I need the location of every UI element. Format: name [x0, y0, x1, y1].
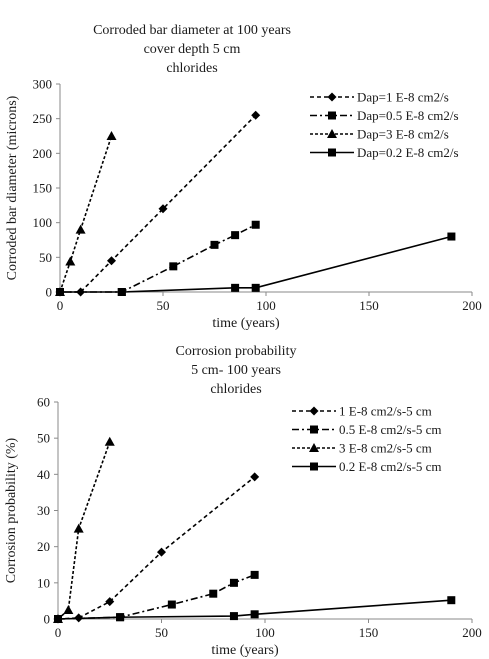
chart-2-y-axis-title: Corrosion probability (%) — [4, 437, 19, 583]
chart-1-title-line-1: Corroded bar diameter at 100 years — [93, 23, 291, 38]
chart-1-series-2-point — [251, 220, 260, 229]
chart-1-legend-marker-3 — [327, 129, 337, 138]
chart-1-series-3-line — [59, 135, 113, 293]
chart-1-series-4-point — [56, 288, 64, 296]
chart-1-y-tick-label: 50 — [39, 250, 52, 265]
chart-2-x-axis-title: time (years) — [211, 643, 279, 658]
chart-2-legend-label-2: 0.5 E-8 cm2/s-5 cm — [339, 422, 442, 437]
chart-2-series-3-point — [73, 523, 84, 533]
chart-1-x-tick-label: 50 — [157, 298, 170, 313]
chart-2-series-2-point — [209, 589, 218, 598]
chart-2-legend-marker-3 — [309, 443, 319, 452]
chart-1-title-line-2: cover depth 5 cm — [144, 42, 241, 57]
chart-1-series-2-point — [169, 262, 178, 271]
chart-1-legend-label-1: Dap=1 E-8 cm2/s — [357, 90, 449, 105]
chart-1: Corroded bar diameter at 100 years cover … — [5, 23, 482, 331]
chart-1-legend-marker-1 — [327, 92, 337, 102]
chart-1-y-tick-label: 250 — [33, 111, 53, 126]
chart-2-y-tick-label: 40 — [37, 467, 50, 482]
chart-1-series-3-point — [65, 256, 76, 266]
chart-2-series-2-point — [250, 570, 259, 579]
chart-1-x-tick-label: 0 — [57, 298, 64, 313]
chart-2-series-4-point — [250, 610, 259, 619]
chart-2-series-4-point — [116, 613, 125, 622]
chart-2-y-tick-label: 0 — [44, 612, 51, 627]
chart-1-y-tick-label: 150 — [33, 181, 53, 196]
chart-1-y-tick-label: 300 — [33, 77, 53, 92]
chart-2-series-2-line — [57, 574, 255, 620]
chart-1-series-3-point — [75, 224, 86, 234]
chart-2-title-line-1: Corrosion probability — [176, 344, 297, 359]
chart-1-legend-label-3: Dap=3 E-8 cm2/s — [357, 127, 449, 142]
chart-1-series-4-point — [117, 288, 126, 296]
chart-2-legend: 1 E-8 cm2/s-5 cm 0.5 E-8 cm2/s-5 cm 3 E-8 … — [292, 404, 442, 474]
chart-2-series-2-point — [167, 600, 176, 609]
chart-2-y-tick-label: 10 — [37, 575, 50, 590]
chart-1-series-2-line — [60, 223, 257, 293]
chart-2-series-4-point — [54, 615, 62, 623]
chart-2-y-tick-label: 20 — [37, 539, 50, 554]
chart-1-legend-marker-4 — [328, 148, 336, 157]
chart-2-x-tick-label: 150 — [359, 625, 379, 640]
chart-1-y-tick-label: 0 — [46, 285, 53, 300]
chart-2-legend-marker-1 — [309, 406, 319, 416]
chart-2-legend-label-1: 1 E-8 cm2/s-5 cm — [339, 404, 432, 419]
chart-1-legend-marker-2 — [328, 111, 336, 120]
chart-1-series-1-point — [251, 110, 261, 120]
chart-1-series-1-line — [60, 114, 257, 293]
chart-1-series-1-point — [158, 204, 168, 214]
chart-1-series-4-point — [231, 283, 240, 292]
chart-1-y-tick-label: 100 — [33, 215, 53, 230]
chart-1-legend: Dap=1 E-8 cm2/s Dap=0.5 E-8 cm2/s Dap=3 E-… — [310, 90, 459, 160]
chart-2-x-tick-label: 200 — [462, 625, 482, 640]
chart-1-x-tick-label: 200 — [462, 298, 482, 313]
chart-1-x-axis-title: time (years) — [212, 316, 280, 331]
chart-1-legend-label-4: Dap=0.2 E-8 cm2/s — [357, 145, 459, 160]
chart-2-y-tick-label: 50 — [37, 431, 50, 446]
chart-1-series-4-point — [447, 232, 456, 241]
chart-2-series-1-line — [57, 476, 256, 620]
chart-2-series-2-point — [229, 578, 238, 587]
chart-2-title-line-3: chlorides — [210, 382, 261, 397]
chart-2: Corrosion probability 5 cm- 100 years chlo… — [4, 344, 482, 658]
chart-2-legend-label-3: 3 E-8 cm2/s-5 cm — [339, 441, 432, 456]
chart-2-y-tick-label: 60 — [37, 395, 50, 410]
chart-2-x-tick-label: 0 — [55, 625, 62, 640]
chart-1-series-4-point — [251, 283, 260, 292]
chart-2-series-4-point — [229, 612, 238, 621]
chart-1-series-3-point — [106, 131, 117, 140]
chart-2-series-4-point — [447, 596, 456, 605]
chart-1-x-tick-label: 150 — [359, 298, 379, 313]
chart-1-x-tick-label: 100 — [256, 298, 276, 313]
chart-1-legend-label-2: Dap=0.5 E-8 cm2/s — [357, 108, 459, 123]
chart-1-series-1-point — [107, 256, 116, 266]
chart-2-title-line-2: 5 cm- 100 years — [191, 363, 281, 378]
chart-2-legend-label-4: 0.2 E-8 cm2/s-5 cm — [339, 459, 442, 474]
chart-1-series-2-point — [231, 231, 240, 240]
chart-2-series-3-point — [104, 436, 115, 446]
chart-2-series-1-point — [105, 597, 115, 607]
chart-2-series-3-line — [57, 441, 111, 620]
chart-2-legend-marker-2 — [310, 425, 318, 434]
chart-2-series-1-point — [250, 472, 260, 482]
chart-2-x-tick-label: 100 — [255, 625, 275, 640]
chart-1-series-4-line — [60, 235, 452, 293]
chart-1-y-axis-title: Corroded bar diameter (microns) — [5, 95, 20, 280]
chart-2-x-tick-label: 50 — [155, 625, 168, 640]
chart-2-series-3-point — [63, 604, 74, 614]
chart-2-series-1-point — [157, 547, 166, 557]
chart-1-series-2-point — [210, 240, 219, 249]
chart-1-title-line-3: chlorides — [166, 61, 217, 76]
chart-1-y-tick-label: 200 — [33, 146, 53, 161]
chart-2-legend-marker-4 — [310, 462, 318, 471]
chart-2-y-tick-label: 30 — [37, 503, 50, 518]
